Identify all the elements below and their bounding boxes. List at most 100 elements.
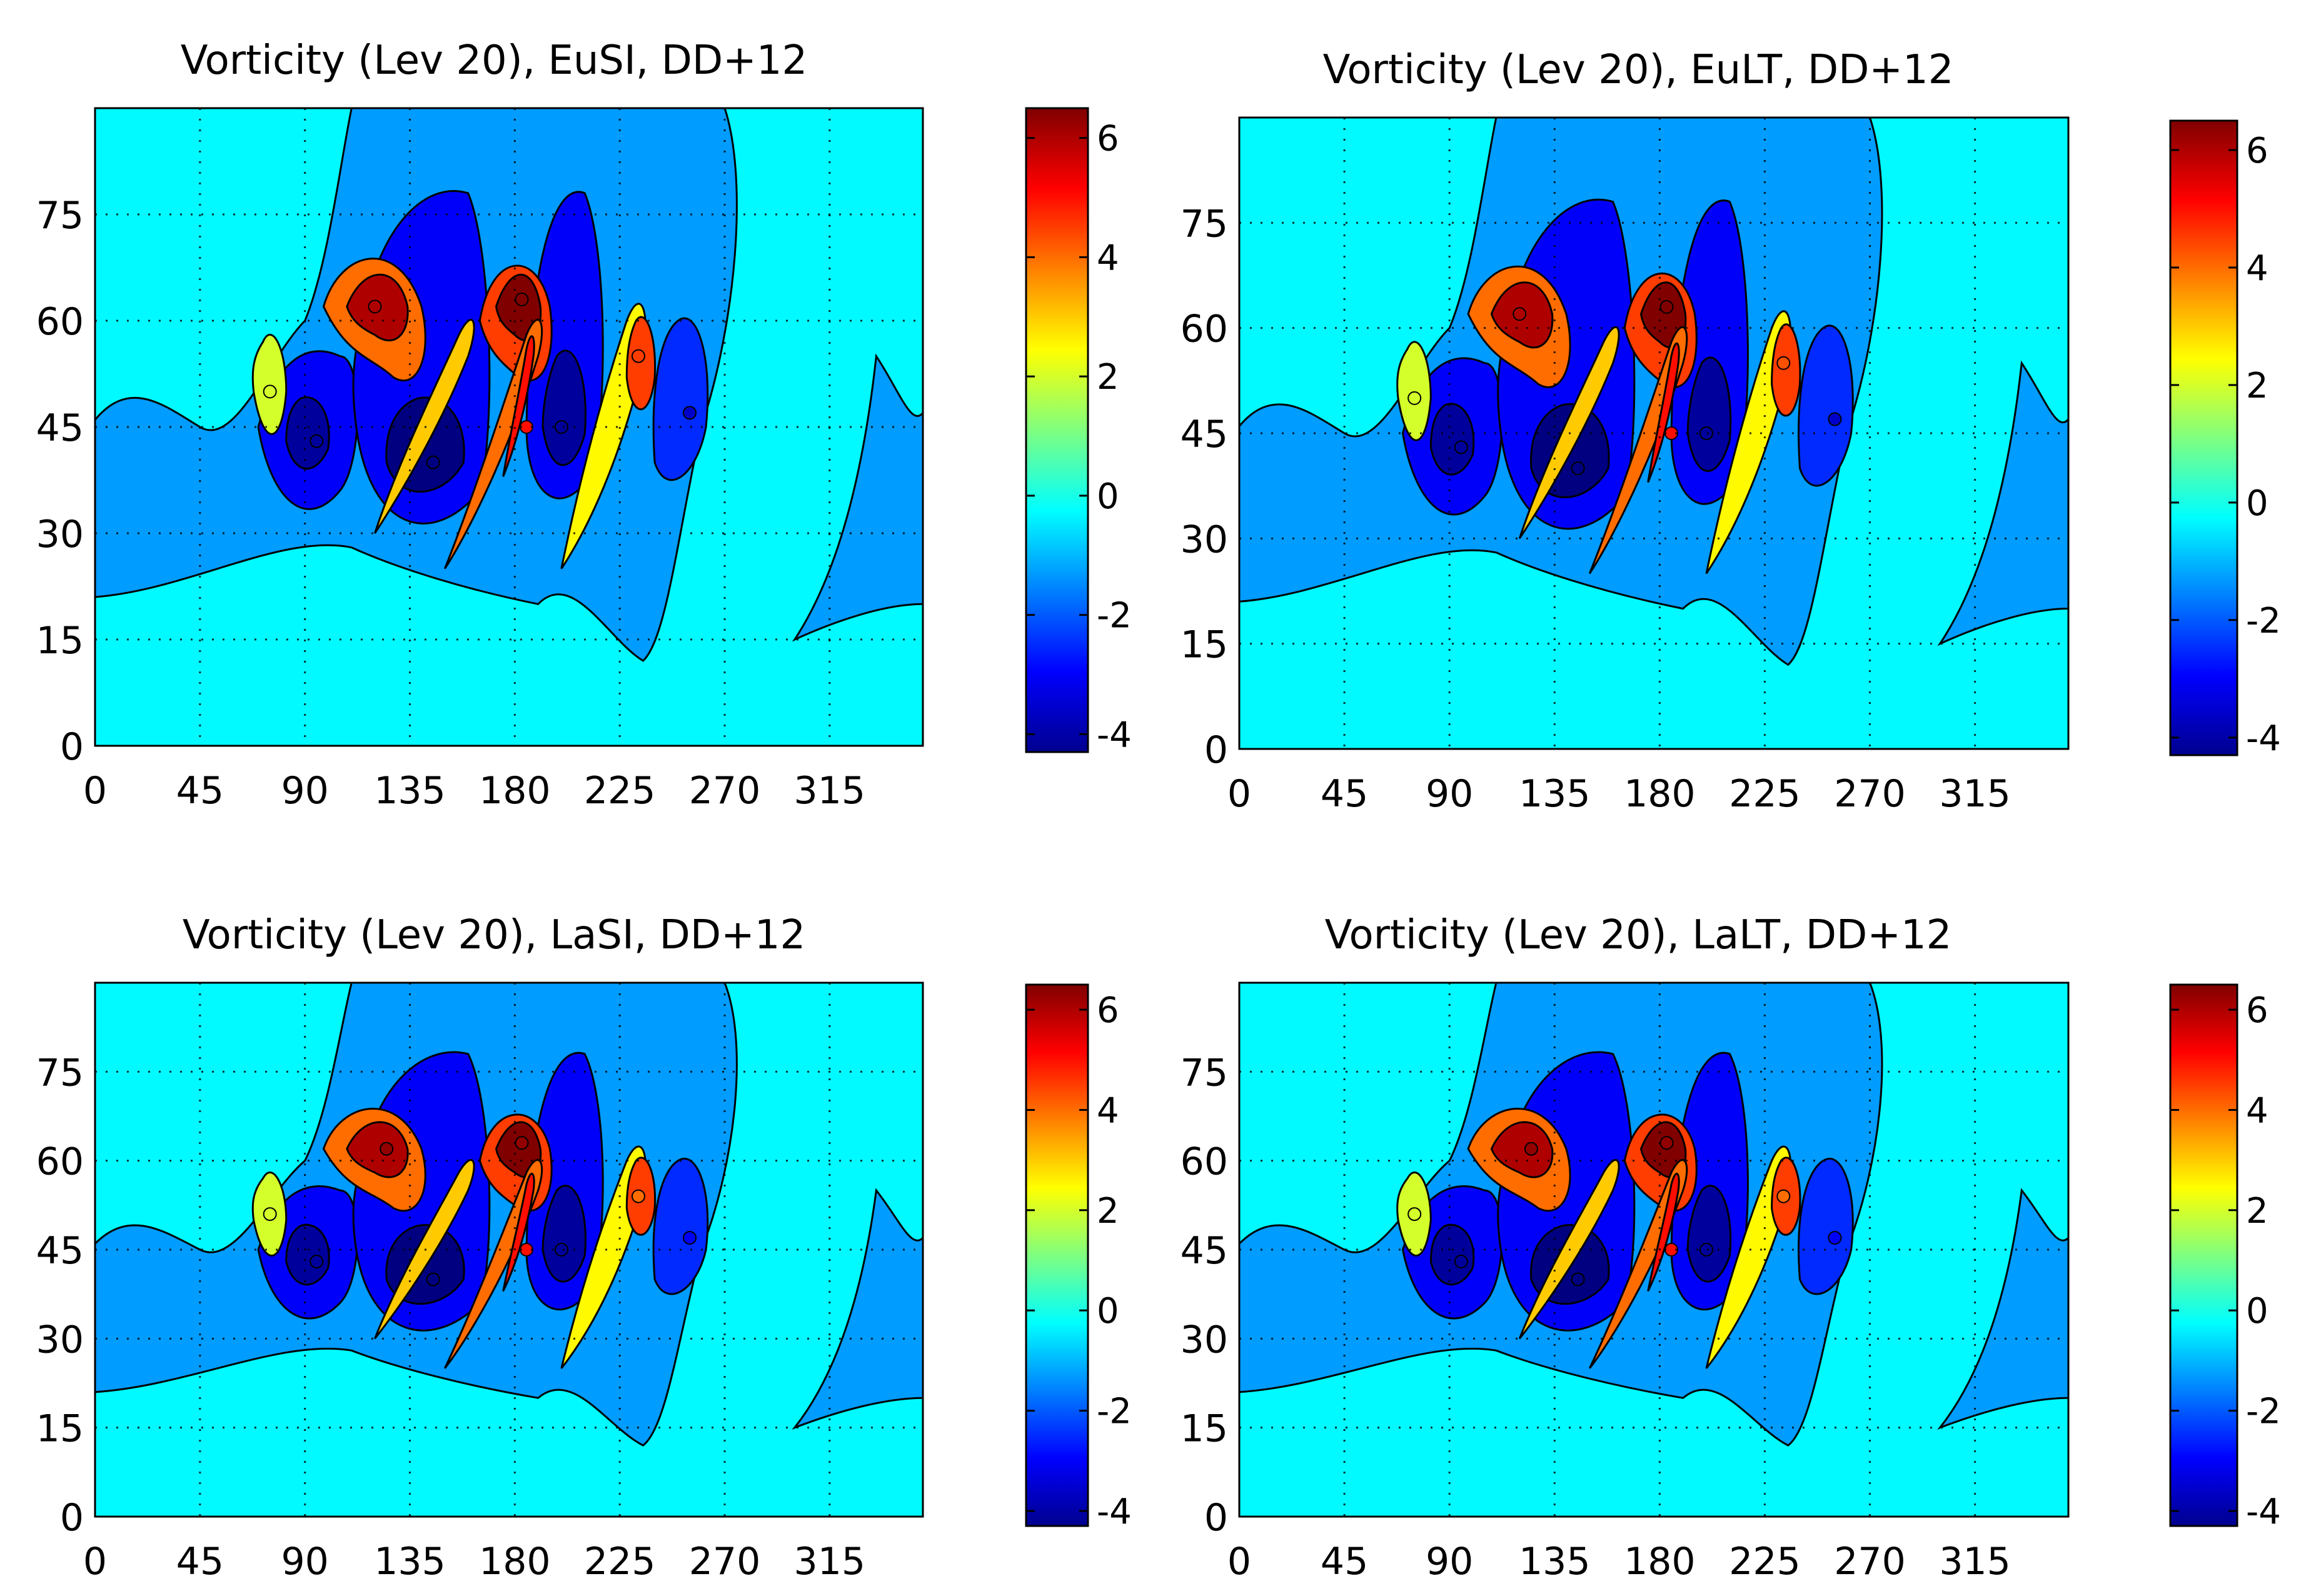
- contour-band: [1937, 360, 2068, 646]
- y-tick-label: 15: [1181, 623, 1228, 667]
- contour-band: [652, 317, 709, 481]
- y-tick-label: 30: [36, 1318, 84, 1362]
- y-tick-label: 30: [1181, 518, 1228, 561]
- contour-band: [502, 1172, 535, 1292]
- y-tick-label: 45: [36, 406, 84, 450]
- extremum-far-east-negative: [683, 1231, 697, 1245]
- x-tick-label: 0: [1227, 772, 1251, 816]
- x-tick-label: 135: [374, 1540, 446, 1583]
- extremum-east-negative-min: [554, 420, 568, 434]
- extremum-west-weak-positive: [263, 384, 277, 399]
- contour-band: [625, 316, 657, 410]
- colorbar-tick-label: 4: [2246, 248, 2268, 289]
- axes-frame: [1238, 981, 2070, 1518]
- y-tick-label: 45: [1181, 1229, 1228, 1273]
- contour-band: [1647, 342, 1680, 483]
- x-tick-label: 180: [1624, 1540, 1696, 1583]
- extremum-east-negative-min: [1699, 426, 1714, 440]
- colorbar-tick-label: 6: [1097, 119, 1119, 159]
- contour-band: [1490, 1121, 1554, 1178]
- y-tick-label: 75: [1181, 1051, 1228, 1095]
- colorbar-tick-label: 6: [2246, 131, 2268, 171]
- x-tick-label: 225: [1729, 1540, 1801, 1583]
- x-tick-label: 90: [281, 1540, 328, 1583]
- x-tick-label: 0: [1227, 1540, 1251, 1583]
- y-tick-label: 15: [1181, 1407, 1228, 1451]
- colorbar-tick-label: 0: [1097, 476, 1119, 517]
- y-tick-label: 45: [1181, 413, 1228, 456]
- contour-band: [285, 396, 330, 470]
- colorbar-tick-label: 4: [2246, 1090, 2268, 1131]
- colorbar-tick-label: -2: [2246, 1392, 2281, 1432]
- axes-frame: [94, 107, 924, 747]
- colorbar-tick-label: -4: [1097, 1492, 1132, 1532]
- y-tick-label: 30: [36, 513, 84, 556]
- panel-3: Vorticity (Lev 20), LaLT, DD+12 0 45 90 135 1…: [1181, 912, 2281, 1583]
- contour-band: [1396, 341, 1432, 441]
- axes-frame: [1238, 116, 2070, 750]
- colorbar-tick-label: -2: [2246, 601, 2281, 641]
- y-tick-label: 75: [36, 194, 84, 238]
- contour-band: [1771, 323, 1801, 417]
- contour-band: [502, 335, 535, 477]
- y-tick-label: 45: [36, 1229, 84, 1273]
- colorbar: [1025, 983, 1089, 1527]
- extremum-main-positive-max: [515, 1136, 529, 1150]
- panel-title: Vorticity (Lev 20), EuSI, DD+12: [181, 38, 807, 84]
- x-tick-label: 270: [1834, 772, 1906, 816]
- extremum-main-negative-min: [426, 455, 440, 469]
- extremum-west-positive-max: [1524, 1142, 1538, 1156]
- contour-band: [1429, 403, 1475, 476]
- extremum-west-weak-positive: [1407, 391, 1422, 405]
- panel-2: Vorticity (Lev 20), LaSI, DD+12 0 45 90 135 1…: [36, 912, 1132, 1583]
- extremum-west-negative-min: [310, 434, 324, 448]
- colorbar-tick-label: 0: [2246, 1291, 2268, 1332]
- colorbar-tick-label: 0: [2246, 483, 2268, 524]
- contour-band: [346, 1121, 409, 1178]
- contour-band: [1705, 1145, 1792, 1369]
- x-tick-label: 225: [1729, 772, 1801, 816]
- extremum-west-weak-positive: [263, 1207, 277, 1222]
- contour-band: [1798, 1158, 1854, 1295]
- colorbar-tick-label: -2: [1097, 596, 1132, 636]
- x-tick-label: 180: [479, 1540, 551, 1583]
- contour-band: [1647, 1172, 1680, 1292]
- x-tick-label: 270: [689, 769, 761, 813]
- axes-frame: [94, 981, 924, 1518]
- contour-band: [560, 303, 647, 570]
- vorticity-field: [1239, 118, 2068, 666]
- vorticity-field: [1239, 983, 2068, 1447]
- contour-band: [285, 1223, 330, 1286]
- extremum-main-positive-max: [1659, 1136, 1674, 1150]
- y-tick-label: 0: [1204, 1496, 1228, 1540]
- x-tick-label: 135: [1519, 772, 1591, 816]
- extremum-west-negative-min: [310, 1254, 324, 1268]
- colorbar-tick-label: -4: [2246, 1492, 2281, 1532]
- colorbar: [2169, 119, 2238, 756]
- colorbar-tick-label: 4: [1097, 238, 1119, 278]
- y-tick-label: 0: [60, 725, 84, 769]
- x-tick-label: 270: [1834, 1540, 1906, 1583]
- y-tick-label: 60: [1181, 1140, 1228, 1184]
- x-tick-label: 315: [1939, 1540, 2011, 1583]
- x-tick-label: 225: [584, 769, 656, 813]
- y-tick-label: 75: [36, 1051, 84, 1095]
- x-tick-label: 180: [479, 769, 551, 813]
- colorbar-tick-label: 2: [2246, 366, 2268, 406]
- y-tick-label: 0: [60, 1496, 84, 1540]
- extremum-east-positive-max: [631, 349, 645, 363]
- contour-band: [444, 319, 543, 570]
- extremum-west-negative-min: [1454, 1254, 1468, 1268]
- colorbar-tick-label: 2: [1097, 357, 1119, 398]
- colorbar-tick-label: 0: [1097, 1291, 1119, 1332]
- contour-band: [1798, 324, 1854, 487]
- colorbar-tick-label: 6: [1097, 990, 1119, 1031]
- x-tick-label: 45: [176, 769, 224, 813]
- panel-1: Vorticity (Lev 20), EuLT, DD+12 0 45 90 135 1…: [1181, 47, 2281, 816]
- extremum-main-negative-min: [426, 1272, 440, 1287]
- extremum-west-negative-min: [1454, 440, 1468, 454]
- extremum-east-positive-max: [631, 1189, 645, 1203]
- panel-title: Vorticity (Lev 20), LaLT, DD+12: [1325, 912, 1952, 958]
- extremum-west-weak-positive: [1407, 1207, 1422, 1222]
